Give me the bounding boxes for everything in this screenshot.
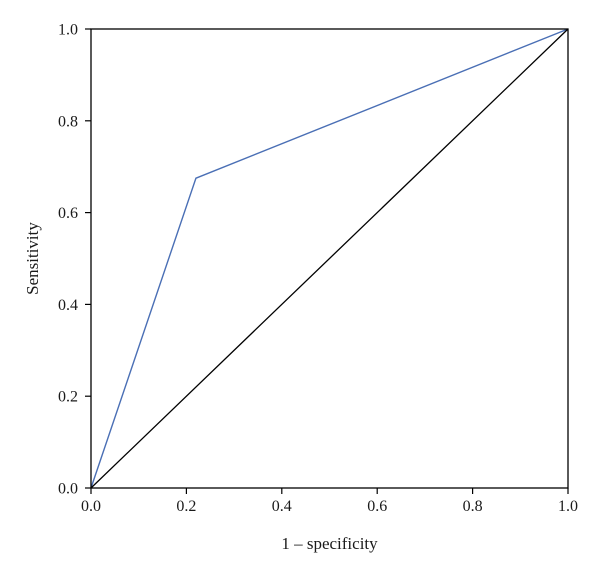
y-tick-label: 0.6 xyxy=(58,205,78,222)
y-tick-label: 0.0 xyxy=(58,481,78,498)
x-tick-label: 1.0 xyxy=(558,498,578,515)
x-tick-label: 0.2 xyxy=(176,498,196,515)
y-axis-label: Sensitivity xyxy=(23,222,42,295)
reference-diagonal-line xyxy=(90,28,569,489)
x-tick-label: 0.6 xyxy=(367,498,387,515)
x-tick-label: 0.4 xyxy=(272,498,292,515)
y-tick-label: 1.0 xyxy=(58,22,78,39)
y-tick-label: 0.2 xyxy=(58,389,78,406)
x-axis: 0.0 0.2 0.4 0.6 0.8 1.0 xyxy=(81,488,578,515)
y-tick-label: 0.4 xyxy=(58,297,78,314)
series-layer xyxy=(90,28,569,489)
x-axis-label: 1 – specificity xyxy=(281,534,378,553)
roc-curve-line xyxy=(90,28,569,489)
x-tick-label: 0.8 xyxy=(463,498,483,515)
y-axis: 0.0 0.2 0.4 0.6 0.8 1.0 xyxy=(58,22,91,498)
x-tick-label: 0.0 xyxy=(81,498,101,515)
y-tick-label: 0.8 xyxy=(58,113,78,130)
plot-frame xyxy=(90,28,569,489)
